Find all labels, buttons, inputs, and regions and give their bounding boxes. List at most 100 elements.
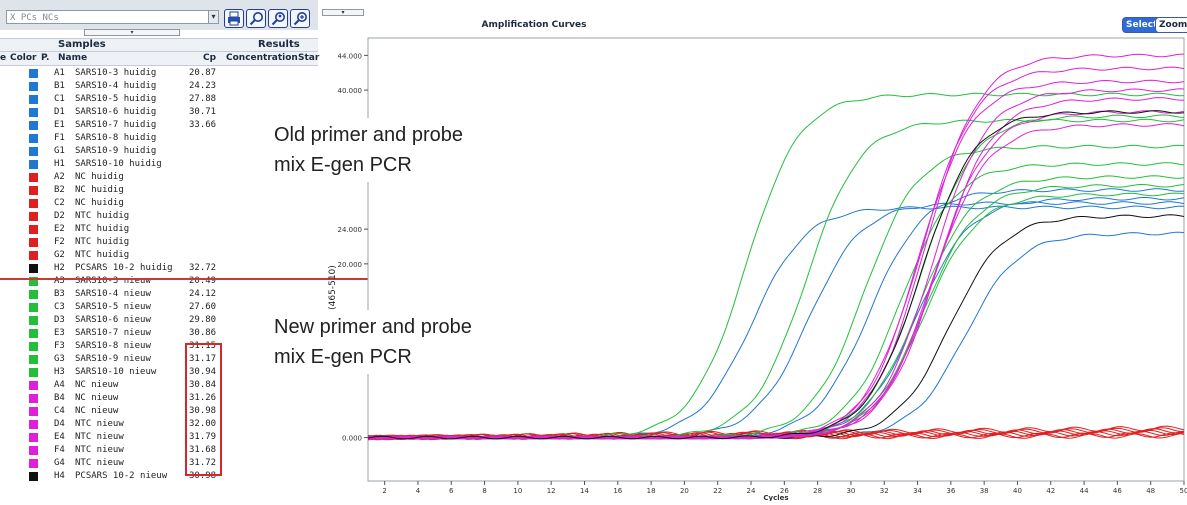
table-row[interactable]: G4 NTC nieuw 31.72	[0, 457, 318, 470]
color-swatch[interactable]	[29, 433, 38, 442]
sample-name: PCSARS 10-2 nieuw	[75, 471, 168, 481]
color-swatch[interactable]	[29, 277, 38, 286]
color-swatch[interactable]	[29, 95, 38, 104]
horizontal-scroll-stub[interactable]: ▾	[84, 29, 180, 36]
color-swatch[interactable]	[29, 381, 38, 390]
dropdown-arrow-button[interactable]: ▾	[208, 10, 219, 24]
well-position: B1	[54, 81, 65, 91]
table-row[interactable]: A1 SARS10-3 huidig 20.87	[0, 67, 318, 80]
column-header-name[interactable]: Name	[58, 53, 88, 63]
table-row[interactable]: G1 SARS10-9 huidig	[0, 145, 318, 158]
user-add-button[interactable]	[290, 9, 310, 28]
color-swatch[interactable]	[29, 186, 38, 195]
color-swatch[interactable]	[29, 173, 38, 182]
well-position: A3	[54, 276, 65, 286]
x-tick-label: 32	[880, 487, 889, 495]
well-position: A1	[54, 68, 65, 78]
table-row[interactable]: A3 SARS10-3 nieuw 20.49	[0, 275, 318, 288]
table-row[interactable]: E3 SARS10-7 nieuw 30.86	[0, 327, 318, 340]
sample-name: NC nieuw	[75, 393, 119, 403]
table-row[interactable]: B3 SARS10-4 nieuw 24.12	[0, 288, 318, 301]
table-row[interactable]: C4 NC nieuw 30.98	[0, 405, 318, 418]
color-swatch[interactable]	[29, 459, 38, 468]
table-row[interactable]: C3 SARS10-5 nieuw 27.60	[0, 301, 318, 314]
table-row[interactable]: B4 NC nieuw 31.26	[0, 392, 318, 405]
table-row[interactable]: F4 NTC nieuw 31.68	[0, 444, 318, 457]
table-row[interactable]: E1 SARS10-7 huidig 33.66	[0, 119, 318, 132]
color-swatch[interactable]	[29, 199, 38, 208]
well-position: H1	[54, 159, 65, 169]
table-row[interactable]: E2 NTC huidig	[0, 223, 318, 236]
color-swatch[interactable]	[29, 472, 38, 481]
well-position: E3	[54, 328, 65, 338]
color-swatch[interactable]	[29, 251, 38, 260]
sample-name: SARS10-7 huidig	[75, 120, 157, 130]
table-row[interactable]: C1 SARS10-5 huidig 27.88	[0, 93, 318, 106]
table-row[interactable]: B2 NC huidig	[0, 184, 318, 197]
table-row[interactable]: F3 SARS10-8 nieuw 31.15	[0, 340, 318, 353]
user-search-button[interactable]	[268, 9, 288, 28]
color-swatch[interactable]	[29, 420, 38, 429]
table-row[interactable]: G3 SARS10-9 nieuw 31.17	[0, 353, 318, 366]
color-swatch[interactable]	[29, 407, 38, 416]
column-header-cp[interactable]: Cp	[203, 53, 217, 63]
column-header[interactable]: e	[0, 53, 7, 63]
color-swatch[interactable]	[29, 69, 38, 78]
samples-panel: X PCs NCs ▾	[0, 0, 320, 501]
table-row[interactable]: D2 NTC huidig	[0, 210, 318, 223]
column-header-standard[interactable]: Star	[298, 53, 320, 63]
table-row[interactable]: D3 SARS10-6 nieuw 29.80	[0, 314, 318, 327]
table-row[interactable]: A4 NC nieuw 30.84	[0, 379, 318, 392]
panel-collapse-tab[interactable]: ▾	[322, 9, 364, 16]
table-row[interactable]: B1 SARS10-4 huidig 24.23	[0, 80, 318, 93]
color-swatch[interactable]	[29, 160, 38, 169]
zoom-button[interactable]: Zoom	[1155, 17, 1187, 33]
sample-name: SARS10-10 huidig	[75, 159, 162, 169]
color-swatch[interactable]	[29, 355, 38, 364]
color-swatch[interactable]	[29, 225, 38, 234]
table-row[interactable]: H4 PCSARS 10-2 nieuw 30.98	[0, 470, 318, 483]
table-row[interactable]: D4 NTC nieuw 32.00	[0, 418, 318, 431]
print-button[interactable]	[224, 9, 244, 28]
column-header-position[interactable]: P.	[41, 53, 50, 63]
table-row[interactable]: F2 NTC huidig	[0, 236, 318, 249]
color-swatch[interactable]	[29, 264, 38, 273]
zoom-search-button[interactable]	[246, 9, 266, 28]
well-position: E4	[54, 432, 65, 442]
well-position: D4	[54, 419, 65, 429]
color-swatch[interactable]	[29, 238, 38, 247]
table-row[interactable]: A2 NC huidig	[0, 171, 318, 184]
select-button[interactable]: Select	[1122, 17, 1162, 33]
column-header-color[interactable]: Color	[10, 53, 37, 63]
amplification-curve	[367, 430, 1185, 441]
color-swatch[interactable]	[29, 368, 38, 377]
color-swatch[interactable]	[29, 108, 38, 117]
annotation-old: Old primer and probe mix E-gen PCR	[270, 118, 478, 182]
table-row[interactable]: H3 SARS10-10 nieuw 30.94	[0, 366, 318, 379]
filter-combobox[interactable]: X PCs NCs	[6, 10, 212, 24]
color-swatch[interactable]	[29, 316, 38, 325]
well-position: C1	[54, 94, 65, 104]
color-swatch[interactable]	[29, 446, 38, 455]
color-swatch[interactable]	[29, 121, 38, 130]
cp-value: 30.98	[189, 471, 217, 481]
color-swatch[interactable]	[29, 303, 38, 312]
table-row[interactable]: H2 PCSARS 10-2 huidig 32.72	[0, 262, 318, 275]
well-position: C3	[54, 302, 65, 312]
table-row[interactable]: C2 NC huidig	[0, 197, 318, 210]
color-swatch[interactable]	[29, 134, 38, 143]
table-row[interactable]: H1 SARS10-10 huidig	[0, 158, 318, 171]
color-swatch[interactable]	[29, 329, 38, 338]
table-row[interactable]: G2 NTC huidig	[0, 249, 318, 262]
color-swatch[interactable]	[29, 212, 38, 221]
table-row[interactable]: F1 SARS10-8 huidig	[0, 132, 318, 145]
sample-name: SARS10-9 nieuw	[75, 354, 151, 364]
color-swatch[interactable]	[29, 82, 38, 91]
table-row[interactable]: D1 SARS10-6 huidig 30.71	[0, 106, 318, 119]
column-header-concentration[interactable]: Concentration	[226, 53, 298, 63]
color-swatch[interactable]	[29, 147, 38, 156]
color-swatch[interactable]	[29, 342, 38, 351]
color-swatch[interactable]	[29, 394, 38, 403]
table-row[interactable]: E4 NTC nieuw 31.79	[0, 431, 318, 444]
color-swatch[interactable]	[29, 290, 38, 299]
